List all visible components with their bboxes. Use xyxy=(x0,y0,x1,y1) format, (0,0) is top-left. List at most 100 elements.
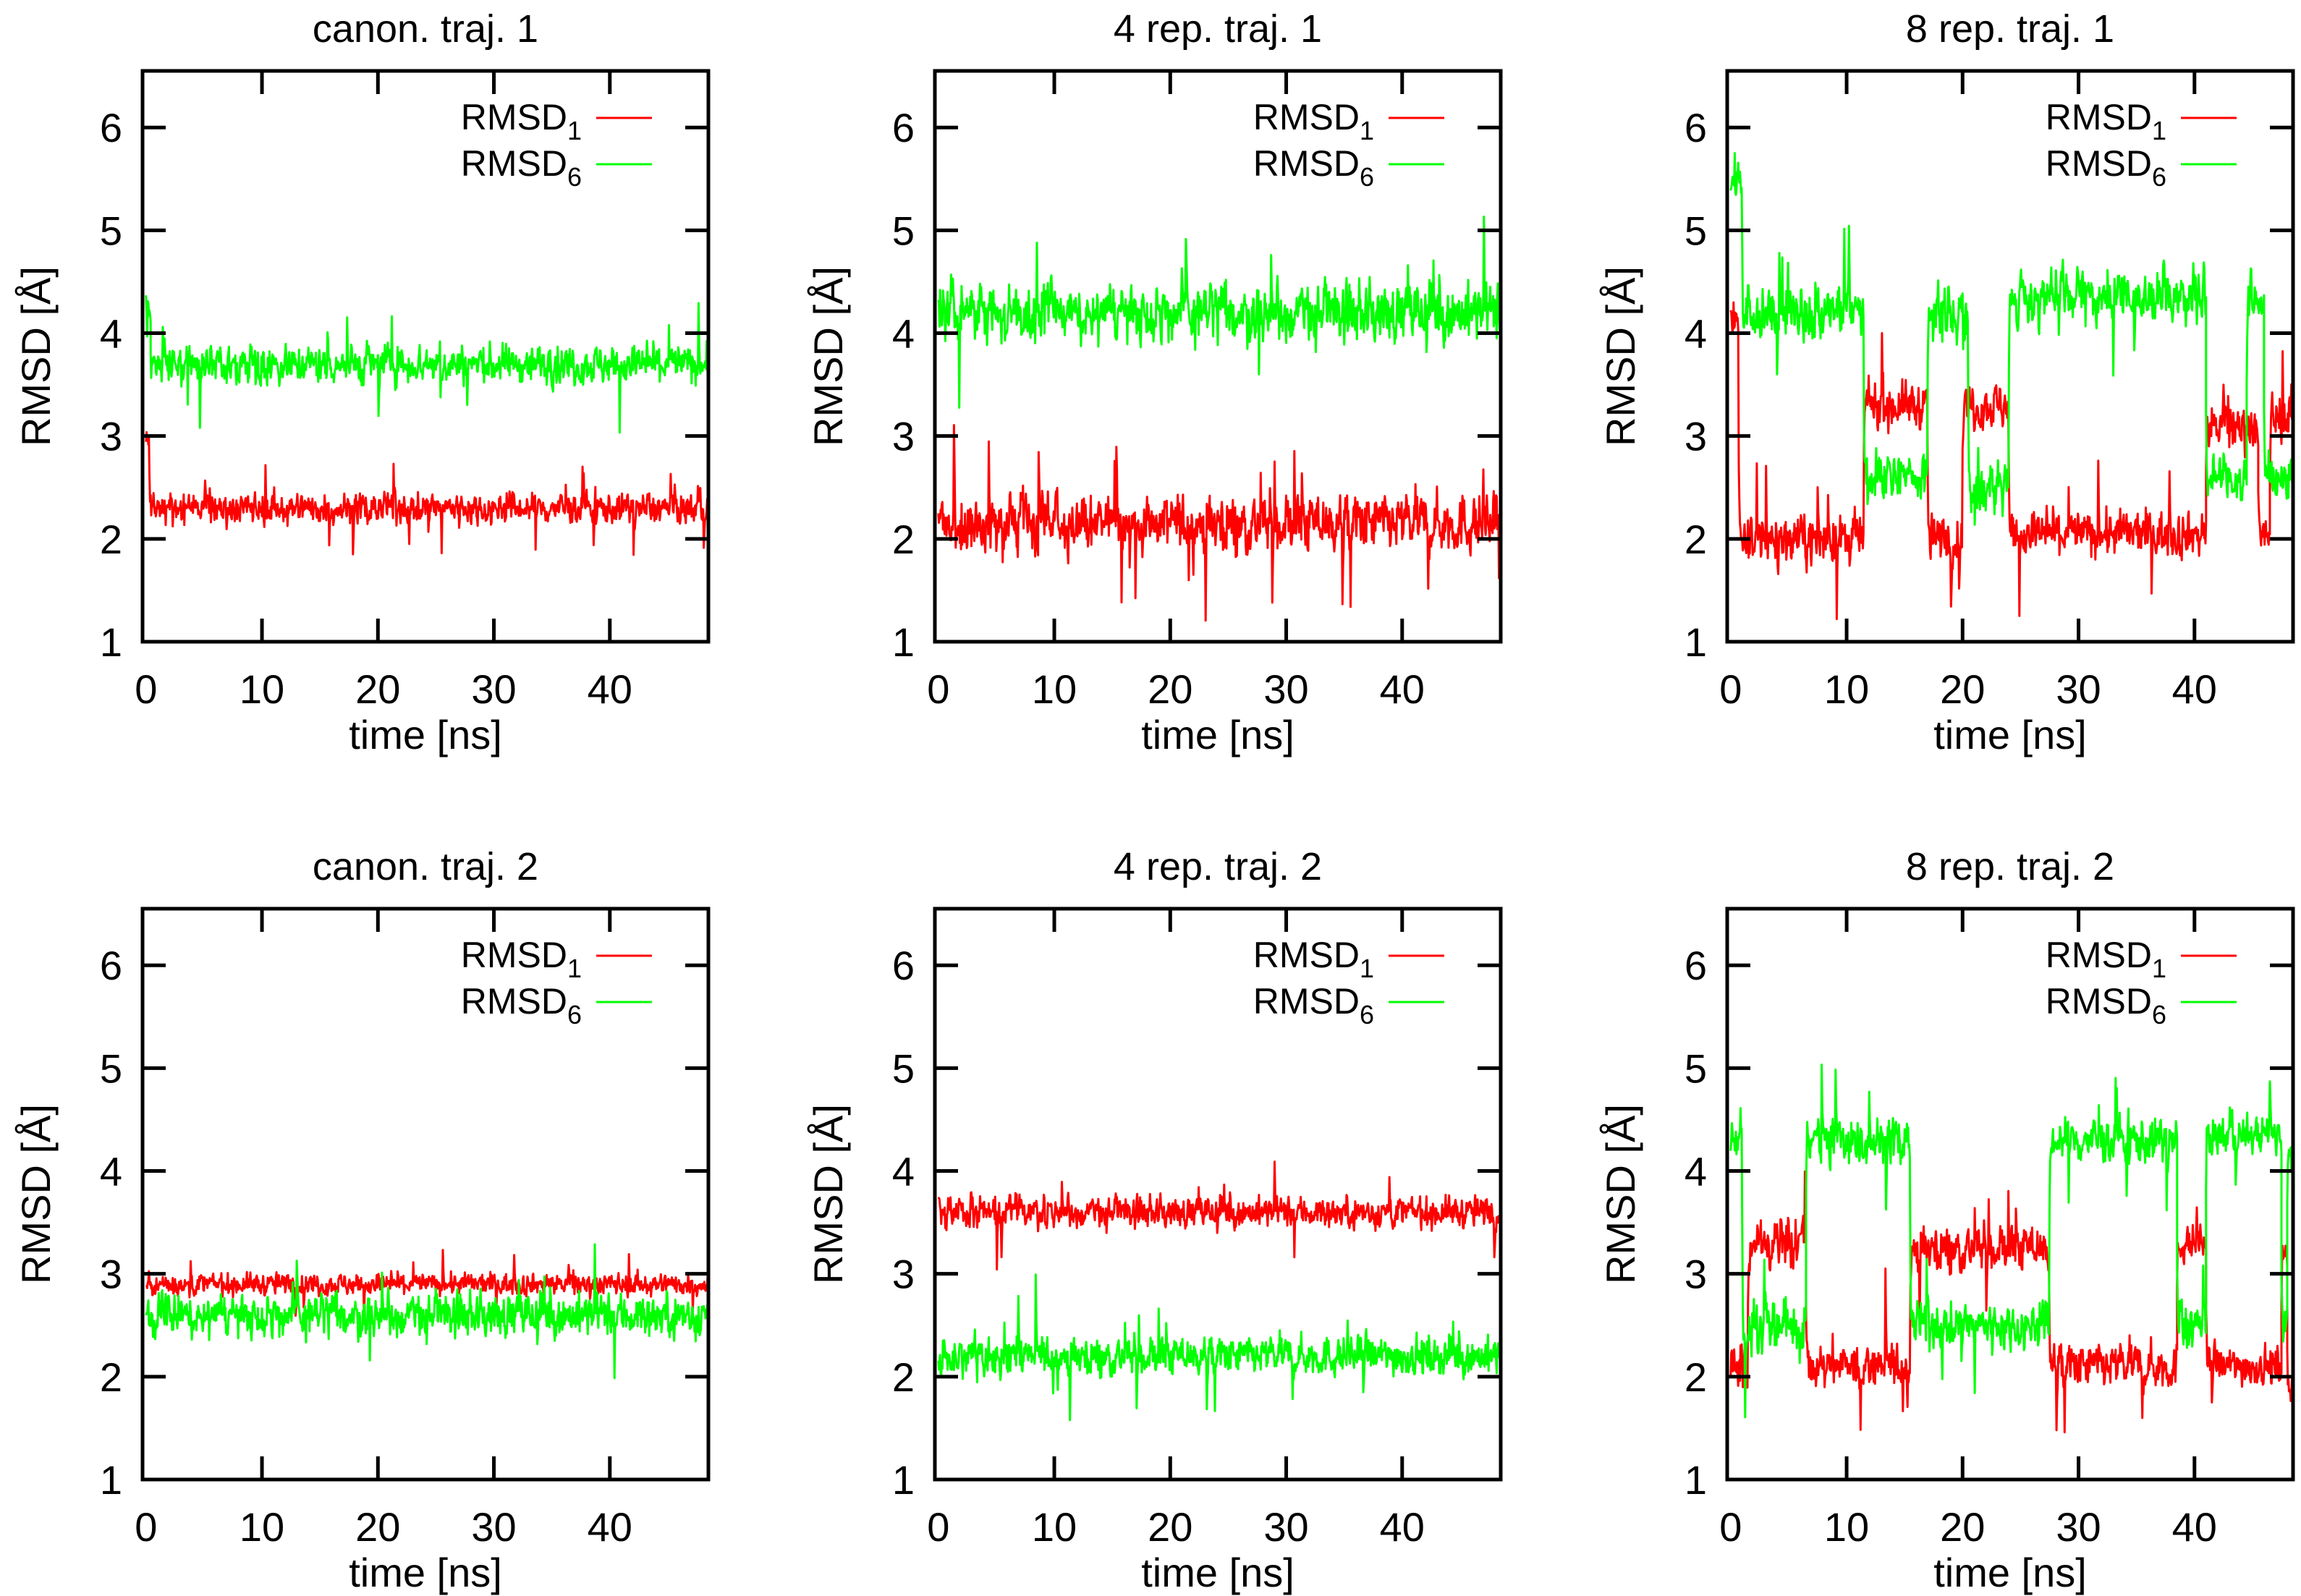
x-axis-label: time [ns] xyxy=(349,1550,502,1595)
y-tick-label: 2 xyxy=(892,517,915,562)
x-axis-label: time [ns] xyxy=(1141,1550,1294,1595)
y-axis-label: RMSD [Å] xyxy=(13,1104,59,1284)
x-tick-label: 30 xyxy=(1263,666,1308,712)
y-tick-label: 3 xyxy=(1685,1252,1707,1297)
subplot-title: 8 rep. traj. 1 xyxy=(1906,7,2114,51)
x-tick-label: 30 xyxy=(471,666,516,712)
legend-label-rmsd6: RMSD6 xyxy=(2046,981,2166,1030)
y-tick-label: 2 xyxy=(100,1354,122,1400)
x-tick-label: 20 xyxy=(1148,1504,1192,1550)
series-group xyxy=(145,295,708,556)
subplot-title: 8 rep. traj. 2 xyxy=(1906,845,2114,888)
legend-label-rmsd1: RMSD1 xyxy=(1253,935,1374,983)
subplot: 4 rep. traj. 2 1 2 3 4 5 6 0 10 20 30 40 time [ns] RM… xyxy=(805,845,1503,1595)
y-tick-label: 3 xyxy=(100,1252,122,1297)
subplot: canon. traj. 1 1 2 3 4 5 6 0 10 20 30 40 time [ns] RM… xyxy=(13,7,711,757)
y-tick-label: 1 xyxy=(892,1457,915,1503)
x-tick-label: 10 xyxy=(1824,666,1869,712)
y-tick-label: 4 xyxy=(100,311,122,357)
y-tick-label: 5 xyxy=(892,208,915,253)
series-group xyxy=(937,1160,1501,1422)
y-tick-label: 2 xyxy=(100,517,122,562)
y-tick-label: 5 xyxy=(1685,1045,1707,1091)
x-tick-label: 0 xyxy=(1719,666,1742,712)
y-tick-label: 4 xyxy=(892,1149,915,1194)
legend-subscript: 6 xyxy=(567,162,582,192)
series-line-rmsd6 xyxy=(1729,152,2293,526)
x-tick-label: 10 xyxy=(1032,666,1077,712)
x-tick-label: 0 xyxy=(927,1504,949,1550)
y-axis-label: RMSD [Å] xyxy=(805,266,851,446)
x-axis-label: time [ns] xyxy=(349,712,502,757)
plot-frame xyxy=(140,907,711,1482)
x-tick-label: 10 xyxy=(240,666,284,712)
y-tick-label: 1 xyxy=(1685,1457,1707,1503)
y-tick-label: 1 xyxy=(1685,619,1707,665)
legend-subscript: 6 xyxy=(2152,1000,2166,1030)
legend-label-rmsd6: RMSD6 xyxy=(461,143,582,192)
subplot-title: canon. traj. 2 xyxy=(313,845,538,888)
x-tick-label: 20 xyxy=(1940,666,1985,712)
y-tick-label: 3 xyxy=(892,414,915,459)
legend-label-rmsd1: RMSD1 xyxy=(461,97,582,145)
legend-label-rmsd6: RMSD6 xyxy=(461,981,582,1030)
series-line-rmsd6 xyxy=(145,295,708,434)
subplot-title: 4 rep. traj. 2 xyxy=(1114,845,1322,888)
plot-frame xyxy=(1725,907,2295,1482)
plot-frame xyxy=(140,69,711,644)
legend-label-rmsd6: RMSD6 xyxy=(1253,143,1374,192)
y-axis-label: RMSD [Å] xyxy=(1598,266,1643,446)
series-line-rmsd6 xyxy=(1729,1064,2293,1419)
x-tick-label: 30 xyxy=(1263,1504,1308,1550)
y-tick-label: 3 xyxy=(1685,414,1707,459)
series-line-rmsd6 xyxy=(937,1273,1501,1422)
series-line-rmsd1 xyxy=(937,1160,1501,1271)
legend-label-rmsd6: RMSD6 xyxy=(2046,143,2166,192)
x-tick-label: 40 xyxy=(588,1504,632,1550)
y-axis-label: RMSD [Å] xyxy=(13,266,59,446)
series-group xyxy=(145,1243,708,1380)
series-line-rmsd1 xyxy=(1729,301,2293,621)
legend-subscript: 1 xyxy=(567,116,582,145)
legend-label-rmsd1: RMSD1 xyxy=(2046,935,2166,983)
x-tick-label: 0 xyxy=(927,666,949,712)
y-tick-label: 1 xyxy=(100,1457,122,1503)
y-tick-label: 3 xyxy=(100,414,122,459)
x-tick-label: 20 xyxy=(355,1504,400,1550)
series-line-rmsd1 xyxy=(145,430,708,556)
legend-subscript: 1 xyxy=(2152,116,2166,145)
x-tick-label: 40 xyxy=(588,666,632,712)
x-tick-label: 0 xyxy=(1719,1504,1742,1550)
y-tick-label: 4 xyxy=(892,311,915,357)
plot-frame xyxy=(933,907,1503,1482)
legend-label-rmsd1: RMSD1 xyxy=(1253,97,1374,145)
y-tick-label: 6 xyxy=(1685,943,1707,988)
subplot: 8 rep. traj. 1 1 2 3 4 5 6 0 10 20 30 40 time [ns] RM… xyxy=(1598,7,2295,757)
y-tick-label: 4 xyxy=(1685,1149,1707,1194)
x-tick-label: 40 xyxy=(1380,1504,1425,1550)
series-group xyxy=(1729,1064,2293,1434)
plot-frame xyxy=(1725,69,2295,644)
subplot: 4 rep. traj. 1 1 2 3 4 5 6 0 10 20 30 40 time [ns] RM… xyxy=(805,7,1503,757)
subplot-title: 4 rep. traj. 1 xyxy=(1114,7,1322,51)
x-tick-label: 40 xyxy=(2172,666,2217,712)
x-tick-label: 40 xyxy=(2172,1504,2217,1550)
legend-label-rmsd6: RMSD6 xyxy=(1253,981,1374,1030)
series-line-rmsd6 xyxy=(937,216,1501,409)
legend-subscript: 6 xyxy=(567,1000,582,1030)
x-tick-label: 30 xyxy=(2056,1504,2101,1550)
y-tick-label: 2 xyxy=(892,1354,915,1400)
y-tick-label: 5 xyxy=(100,208,122,253)
legend-subscript: 6 xyxy=(1360,1000,1374,1030)
subplot-title: canon. traj. 1 xyxy=(313,7,538,51)
y-tick-label: 3 xyxy=(892,1252,915,1297)
x-axis-label: time [ns] xyxy=(1141,712,1294,757)
series-group xyxy=(937,216,1501,622)
y-tick-label: 6 xyxy=(1685,105,1707,150)
series-line-rmsd1 xyxy=(145,1249,708,1324)
legend-subscript: 1 xyxy=(2152,954,2166,983)
legend-label-rmsd1: RMSD1 xyxy=(461,935,582,983)
plot-frame xyxy=(933,69,1503,644)
y-tick-label: 6 xyxy=(892,943,915,988)
